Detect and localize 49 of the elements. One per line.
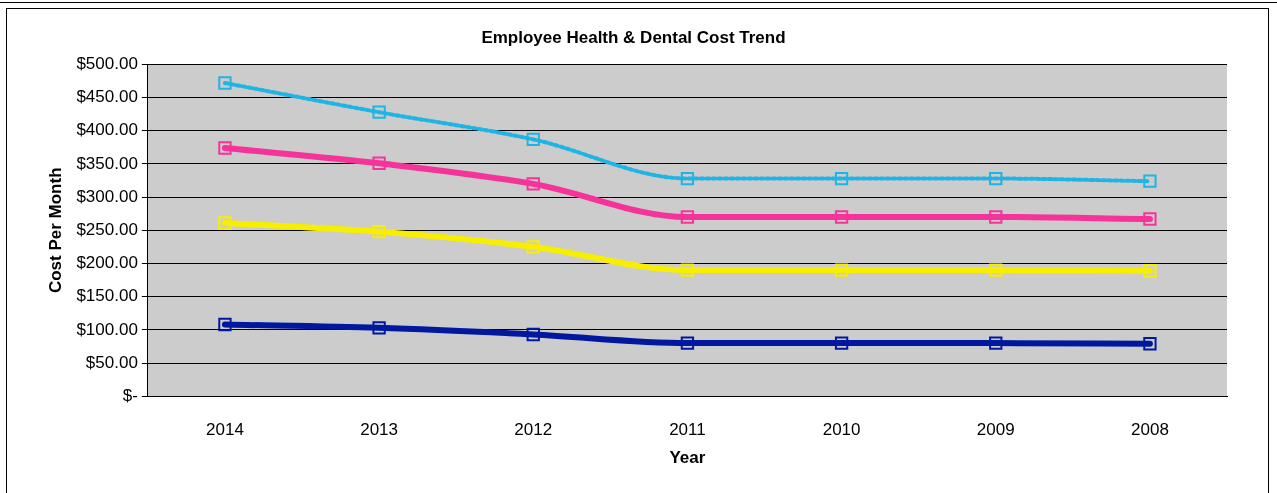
y-tick-label: $- <box>122 385 138 405</box>
point <box>1143 264 1157 278</box>
point <box>989 263 1003 277</box>
point <box>680 210 695 224</box>
chart-title: Employee Health & Dental Cost Trend <box>481 27 786 47</box>
x-tick-label: 2013 <box>360 420 399 440</box>
point <box>526 240 540 254</box>
y-axis-title: Cost Per Month <box>45 167 65 294</box>
point <box>218 76 232 90</box>
point <box>834 210 849 224</box>
point <box>989 210 1003 224</box>
y-tick-label: $50.00 <box>85 352 138 372</box>
point <box>680 171 695 186</box>
x-tick-label: 2010 <box>822 420 861 440</box>
point <box>1143 212 1157 226</box>
point <box>372 224 386 239</box>
point <box>218 141 232 155</box>
point <box>834 171 849 186</box>
point <box>218 317 232 332</box>
y-tick-label: $300.00 <box>76 186 138 206</box>
x-tick-label: 2008 <box>1131 420 1169 440</box>
x-tick-label: 2012 <box>514 420 553 440</box>
y-tick-label: $350.00 <box>76 153 138 173</box>
point <box>526 132 540 147</box>
y-tick-label: $200.00 <box>76 253 138 273</box>
point <box>1143 174 1157 188</box>
point <box>834 336 849 350</box>
point <box>526 177 540 191</box>
point <box>372 156 386 170</box>
y-tick-label: $450.00 <box>76 87 138 107</box>
point <box>526 327 540 342</box>
y-tick-label: $100.00 <box>76 319 138 339</box>
x-axis-title: Year <box>669 448 706 468</box>
y-tick-label: $250.00 <box>76 219 138 239</box>
y-tick-label: $150.00 <box>76 286 138 306</box>
point <box>834 263 849 277</box>
point <box>372 105 386 119</box>
point <box>680 336 695 350</box>
point <box>1143 337 1157 351</box>
point <box>680 263 695 277</box>
point <box>989 171 1003 186</box>
x-tick-label: 2011 <box>669 420 706 440</box>
y-tick-label: $400.00 <box>76 120 138 140</box>
point <box>372 321 386 335</box>
point <box>218 216 232 230</box>
point <box>989 336 1003 350</box>
y-tick-label: $500.00 <box>76 54 138 74</box>
x-tick-label: 2009 <box>976 420 1015 440</box>
x-tick-label: 2014 <box>206 420 244 440</box>
